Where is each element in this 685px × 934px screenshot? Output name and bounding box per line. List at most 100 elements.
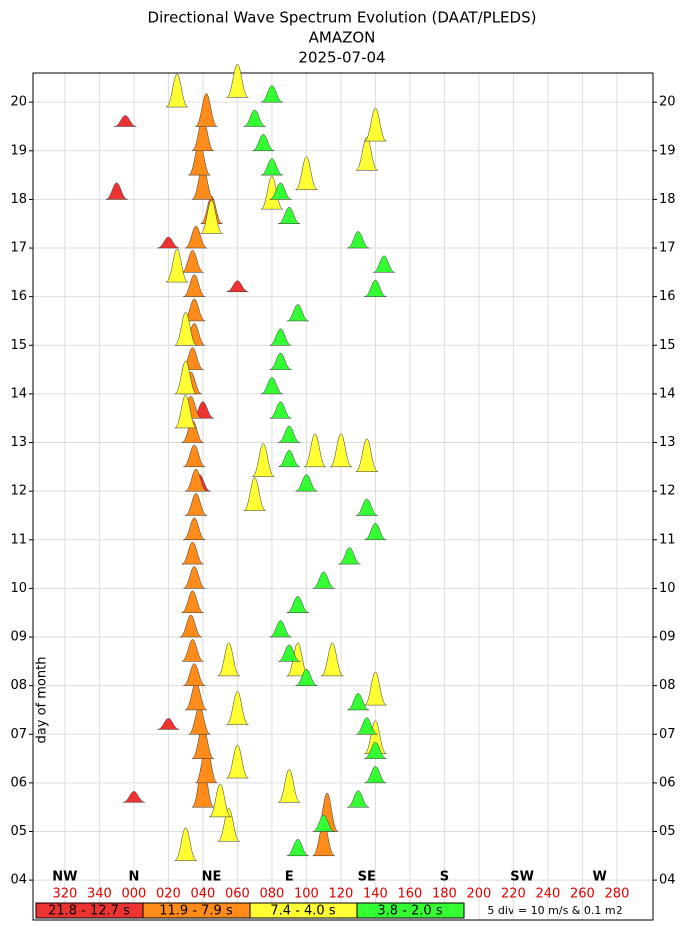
legend-label: 3.8 - 2.0 s bbox=[377, 904, 442, 919]
y-tick-label: 20 bbox=[659, 95, 676, 110]
legend-label: 7.4 - 4.0 s bbox=[270, 904, 335, 919]
y-tick-label: 18 bbox=[10, 192, 27, 207]
y-tick-label: 05 bbox=[10, 824, 27, 839]
y-tick-label: 12 bbox=[659, 484, 676, 499]
spectrum-glyph bbox=[105, 182, 128, 200]
spectrum-glyph bbox=[243, 109, 266, 127]
y-tick-label: 05 bbox=[659, 824, 676, 839]
compass-label: S bbox=[440, 870, 449, 885]
spectrum-glyph bbox=[184, 493, 208, 516]
legend-note: 5 div = 10 m/s & 0.1 m2 bbox=[487, 904, 622, 917]
spectrum-glyph bbox=[295, 156, 318, 190]
spectrum-glyph bbox=[179, 614, 202, 638]
spectrum-glyph bbox=[209, 783, 232, 818]
y-tick-label: 14 bbox=[10, 386, 27, 401]
compass-label: NE bbox=[202, 870, 222, 885]
spectrum-glyph bbox=[347, 790, 370, 808]
x-tick-label: 020 bbox=[156, 887, 181, 902]
spectrum-glyph bbox=[295, 668, 318, 686]
spectrum-glyph bbox=[181, 250, 204, 273]
spectrum-glyph bbox=[286, 595, 309, 613]
y-tick-label: 15 bbox=[659, 338, 676, 353]
spectrum-glyph bbox=[252, 134, 275, 152]
spectrum-glyph bbox=[269, 620, 292, 638]
spectrum-glyph bbox=[174, 360, 197, 395]
y-tick-label: 09 bbox=[10, 630, 27, 645]
x-tick-label: 060 bbox=[225, 887, 250, 902]
y-tick-label: 06 bbox=[10, 775, 27, 790]
spectrum-glyph bbox=[226, 64, 249, 98]
compass-label: NW bbox=[52, 870, 77, 885]
y-tick-label: 17 bbox=[659, 241, 676, 256]
legend-label: 21.8 - 12.7 s bbox=[48, 904, 130, 919]
x-tick-label: 240 bbox=[536, 887, 561, 902]
spectrum-glyph bbox=[174, 312, 197, 346]
spectrum-glyph bbox=[364, 671, 387, 706]
y-tick-label: 07 bbox=[659, 727, 676, 742]
spectrum-glyph bbox=[278, 425, 301, 443]
spectrum-glyph bbox=[286, 304, 309, 322]
spectrum-glyph bbox=[364, 279, 387, 297]
spectrum-glyph bbox=[338, 547, 361, 565]
y-tick-label: 17 bbox=[10, 241, 27, 256]
spectrum-glyph bbox=[278, 644, 301, 662]
y-tick-label: 10 bbox=[10, 581, 27, 596]
spectrum-glyph bbox=[252, 443, 275, 477]
spectrum-glyph bbox=[329, 433, 353, 468]
spectrum-glyph bbox=[157, 236, 180, 249]
spectrum-glyph bbox=[122, 791, 145, 803]
spectrum-glyph bbox=[278, 206, 301, 224]
y-tick-label: 15 bbox=[10, 338, 27, 353]
spectrum-glyph bbox=[295, 474, 318, 492]
spectrum-glyph bbox=[243, 477, 266, 511]
spectrum-glyph bbox=[226, 691, 249, 725]
compass-label: N bbox=[128, 870, 139, 885]
spectrum-glyph bbox=[184, 225, 208, 249]
spectrum-glyph bbox=[195, 93, 218, 127]
spectrum-glyph bbox=[347, 693, 370, 711]
spectrum-glyph bbox=[184, 682, 208, 711]
x-tick-label: 320 bbox=[53, 887, 78, 902]
spectrum-glyph bbox=[355, 717, 378, 735]
x-tick-label: 140 bbox=[363, 887, 388, 902]
spectrum-glyph bbox=[312, 571, 335, 589]
y-tick-label: 04 bbox=[659, 873, 676, 888]
spectrum-glyph bbox=[364, 766, 387, 784]
y-tick-label: 06 bbox=[659, 775, 676, 790]
spectrum-glyph bbox=[260, 377, 283, 395]
spectrum-glyph bbox=[364, 107, 387, 142]
x-tick-label: 080 bbox=[260, 887, 285, 902]
spectrum-glyph bbox=[278, 450, 301, 468]
spectrum-glyph bbox=[269, 401, 292, 419]
spectrum-glyph bbox=[217, 807, 240, 842]
spectrum-glyph bbox=[278, 769, 301, 803]
y-tick-label: 19 bbox=[10, 143, 27, 158]
spectrum-glyph bbox=[181, 590, 204, 613]
y-tick-label: 20 bbox=[10, 95, 27, 110]
y-tick-label: 11 bbox=[10, 532, 27, 547]
y-tick-label: 19 bbox=[659, 143, 676, 158]
spectrum-glyph bbox=[165, 73, 189, 108]
spectrum-glyph bbox=[355, 136, 378, 171]
y-tick-label: 11 bbox=[659, 532, 676, 547]
spectrum-glyph bbox=[217, 642, 240, 677]
spectrum-glyph bbox=[372, 255, 396, 273]
y-axis-label: day of month bbox=[35, 657, 50, 744]
spectrum-glyph bbox=[226, 280, 249, 293]
spectrum-glyph bbox=[269, 328, 292, 346]
spectrum-glyph bbox=[200, 200, 223, 234]
y-tick-label: 08 bbox=[10, 678, 27, 693]
x-tick-label: 340 bbox=[87, 887, 112, 902]
spectrum-glyph bbox=[183, 274, 206, 297]
x-tick-label: 200 bbox=[467, 887, 492, 902]
spectrum-glyph bbox=[183, 444, 206, 468]
spectrum-glyph bbox=[321, 642, 344, 677]
y-tick-label: 18 bbox=[659, 192, 676, 207]
spectrum-glyph bbox=[364, 720, 387, 754]
plot-frame bbox=[32, 72, 654, 921]
y-tick-label: 12 bbox=[10, 484, 27, 499]
compass-label: SE bbox=[358, 870, 376, 885]
spectrum-glyph bbox=[312, 814, 335, 832]
y-tick-label: 14 bbox=[659, 386, 676, 401]
spectrum-glyph bbox=[183, 566, 206, 589]
